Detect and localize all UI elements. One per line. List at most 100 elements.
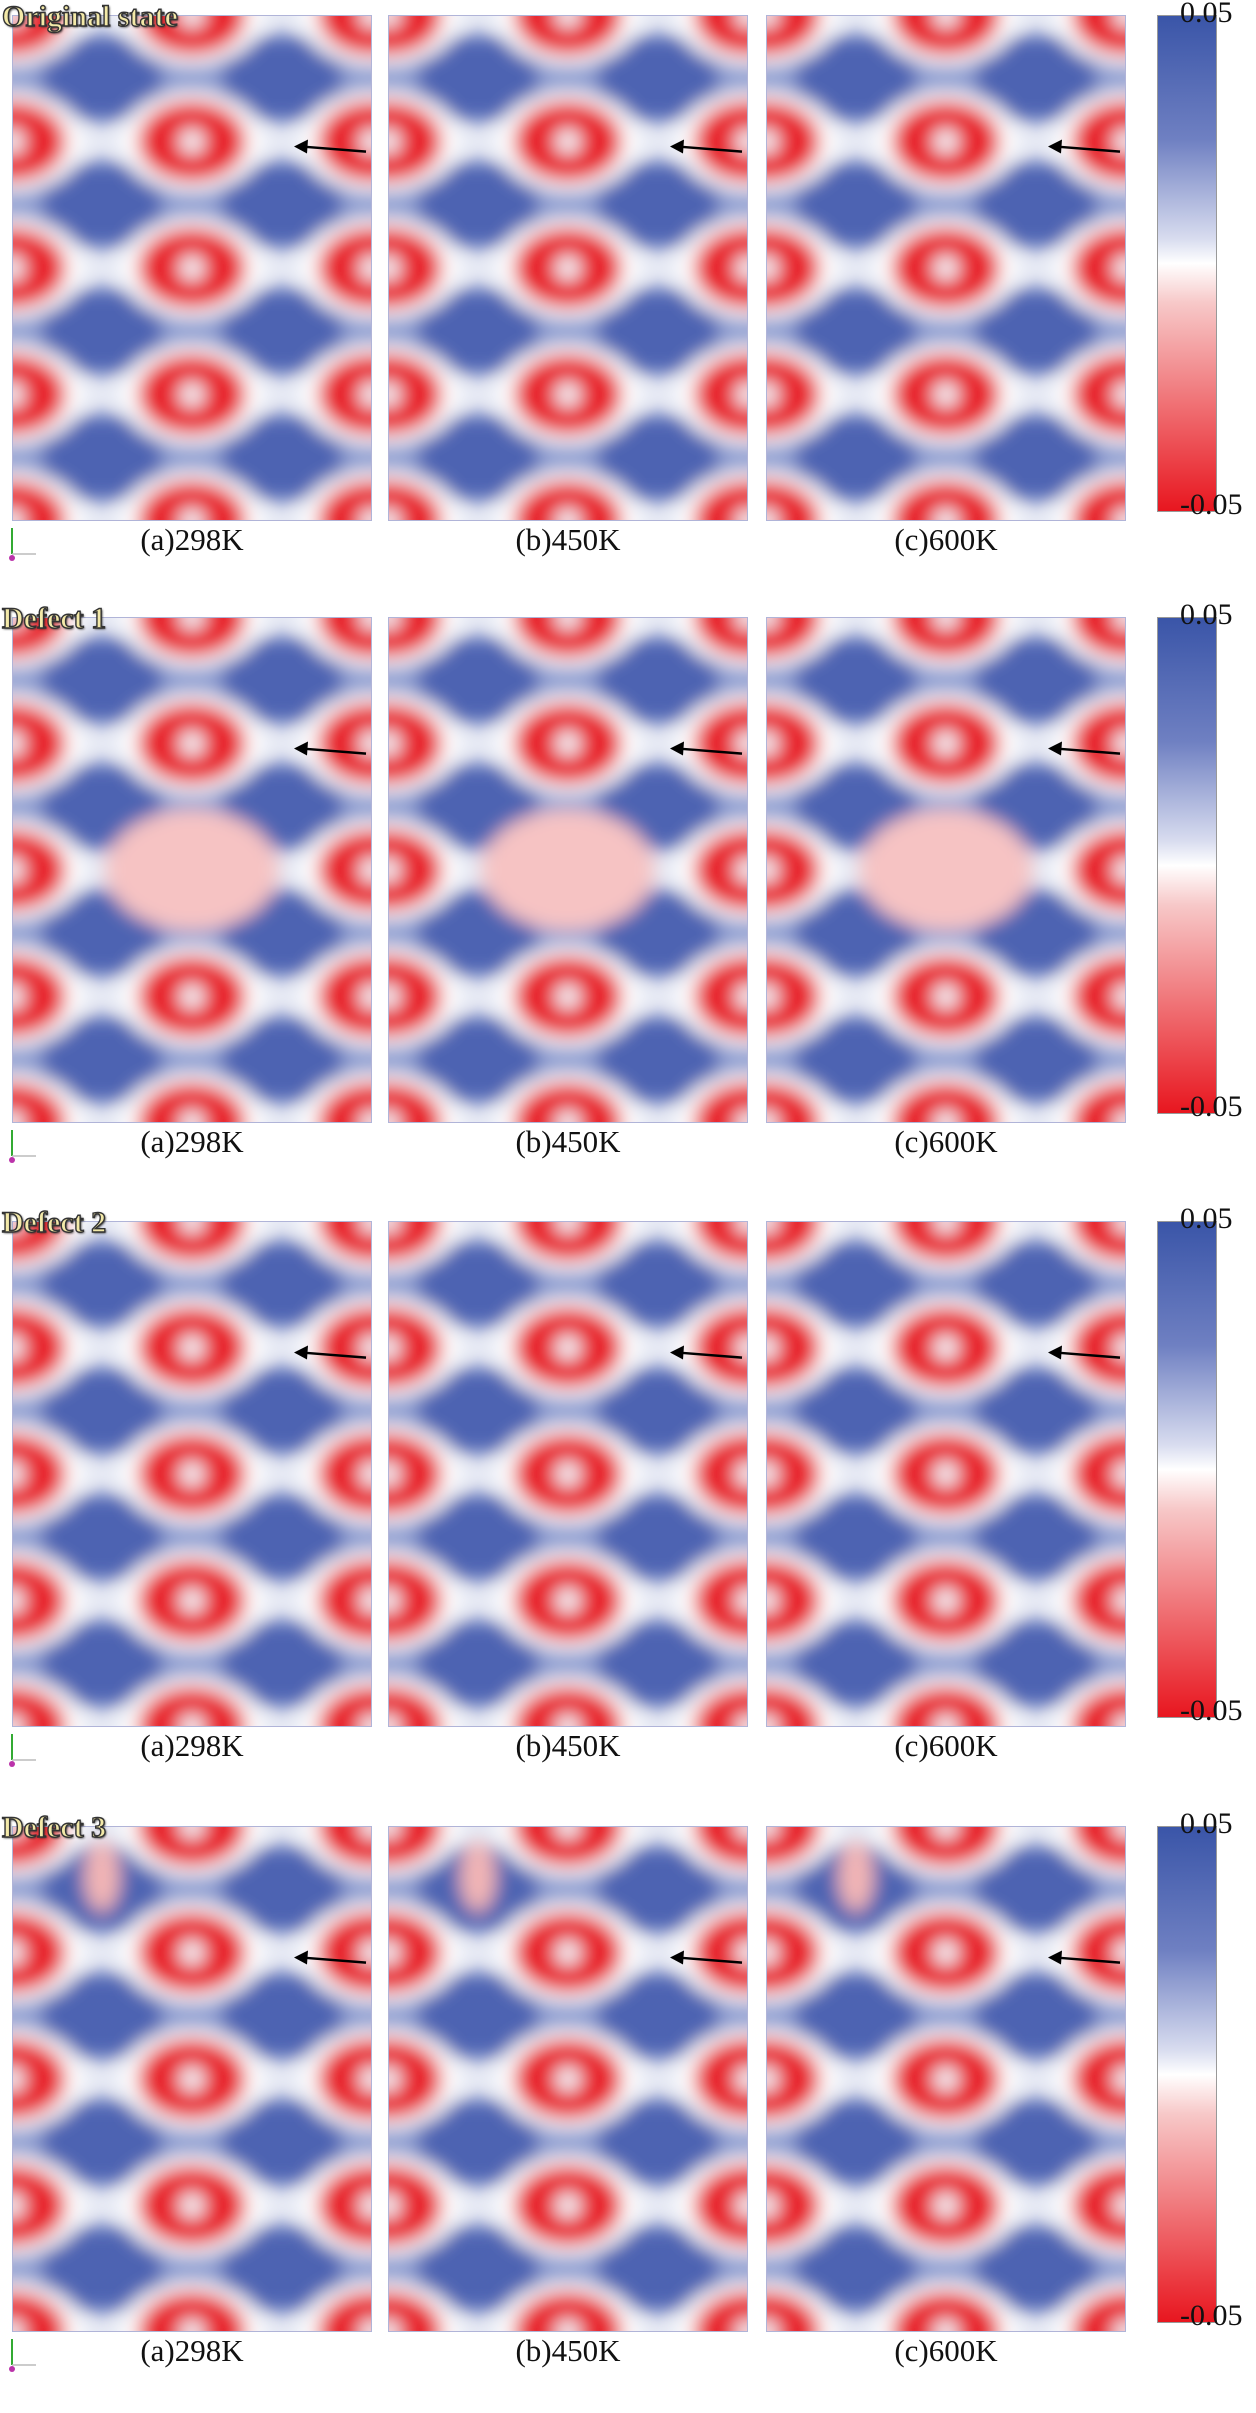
red-ring [1072, 227, 1126, 309]
ring-core [12, 1221, 25, 1234]
red-ring [318, 956, 372, 1037]
ring-core [933, 2066, 959, 2092]
red-ring [694, 703, 748, 784]
blue-region [210, 2099, 354, 2186]
red-ring [12, 2291, 66, 2332]
ring-core [359, 1334, 372, 1361]
red-ring [766, 2038, 820, 2120]
blue-region [766, 907, 799, 959]
blue-region [406, 1620, 550, 1707]
blue-region [210, 161, 354, 248]
ring-core [388, 255, 401, 281]
blue-region [159, 52, 225, 104]
blue-region [586, 35, 730, 122]
axis-icon [9, 1130, 36, 1163]
defect-region [105, 809, 279, 931]
red-ring [694, 2291, 748, 2332]
red-ring [388, 1221, 442, 1262]
red-ring [1072, 703, 1126, 784]
ring-core [735, 1110, 748, 1123]
blue-region [784, 1972, 928, 2059]
blue-region [1093, 654, 1126, 706]
blue-region [586, 1367, 730, 1454]
ring-core [179, 1826, 205, 1839]
blue-region [964, 1016, 1108, 1103]
blue-region [535, 654, 601, 706]
colorbar-min: -0.05 [1180, 1694, 1243, 1727]
ring-core [555, 2319, 581, 2332]
blue-region [388, 305, 421, 357]
blue-region [388, 1385, 421, 1437]
blue-region [913, 1385, 979, 1437]
blue-region [964, 1494, 1108, 1581]
blue-region [913, 1638, 979, 1690]
red-ring [12, 1221, 66, 1262]
red-ring [12, 1433, 66, 1515]
map-shapes [388, 15, 748, 521]
arrow-head [294, 1345, 308, 1360]
map-border [12, 617, 372, 1123]
ring-core [179, 2066, 205, 2092]
red-ring [318, 101, 372, 182]
contour-map [766, 617, 1126, 1123]
ring-core [359, 857, 372, 883]
row-title: Defect 2 [1, 1205, 107, 1239]
map-shapes [766, 617, 1126, 1123]
blue-region [12, 1385, 45, 1437]
blue-region [210, 637, 354, 724]
blue-region [766, 1258, 799, 1310]
blue-region [12, 432, 45, 484]
blue-region [12, 907, 45, 959]
blue-region [159, 1258, 225, 1310]
red-ring [318, 829, 372, 911]
ring-core [12, 508, 25, 521]
contour-map [388, 1221, 748, 1727]
red-ring [12, 1686, 66, 1727]
contour-map [12, 1221, 372, 1727]
ring-core [179, 381, 205, 408]
map-shapes [766, 1826, 1126, 2332]
ring-core [359, 2066, 372, 2092]
ring-core [766, 1939, 779, 1966]
red-ring [694, 101, 748, 182]
blue-region [586, 2225, 730, 2312]
blue-region [913, 2243, 979, 2295]
map-shapes [766, 1221, 1126, 1727]
ring-core [555, 381, 581, 408]
ring-core [555, 730, 581, 757]
ring-core [179, 730, 205, 757]
ring-core [766, 381, 779, 408]
ring-core [359, 128, 372, 155]
red-ring [318, 227, 372, 309]
blue-region [159, 1511, 225, 1563]
blue-region [784, 161, 928, 248]
colorbar [1157, 1221, 1217, 1718]
blue-region [964, 1241, 1108, 1328]
ring-core [933, 2192, 959, 2219]
red-ring [138, 15, 246, 56]
blue-region [406, 35, 550, 122]
red-ring [766, 101, 820, 182]
panel-caption: (a)298K [140, 1124, 244, 1159]
red-ring [388, 2291, 442, 2332]
red-ring [388, 1560, 442, 1641]
panel-caption: (c)600K [894, 2333, 998, 2368]
ring-core [179, 1334, 205, 1361]
ring-core [766, 1587, 779, 1614]
blue-region [1093, 2243, 1126, 2295]
ring-core [735, 1826, 748, 1839]
blue-region [715, 907, 748, 959]
red-ring [12, 617, 66, 658]
blue-region [12, 2116, 45, 2168]
ring-core [1113, 857, 1126, 883]
blue-region [766, 654, 799, 706]
blue-region [586, 1016, 730, 1103]
colorbar-max: 0.05 [1180, 0, 1233, 29]
map-border [12, 1221, 372, 1727]
ring-core [1113, 617, 1126, 630]
ring-core [12, 255, 25, 281]
ring-core [735, 128, 748, 155]
blue-region [964, 1367, 1108, 1454]
blue-region [715, 432, 748, 484]
ring-core [388, 1221, 401, 1234]
